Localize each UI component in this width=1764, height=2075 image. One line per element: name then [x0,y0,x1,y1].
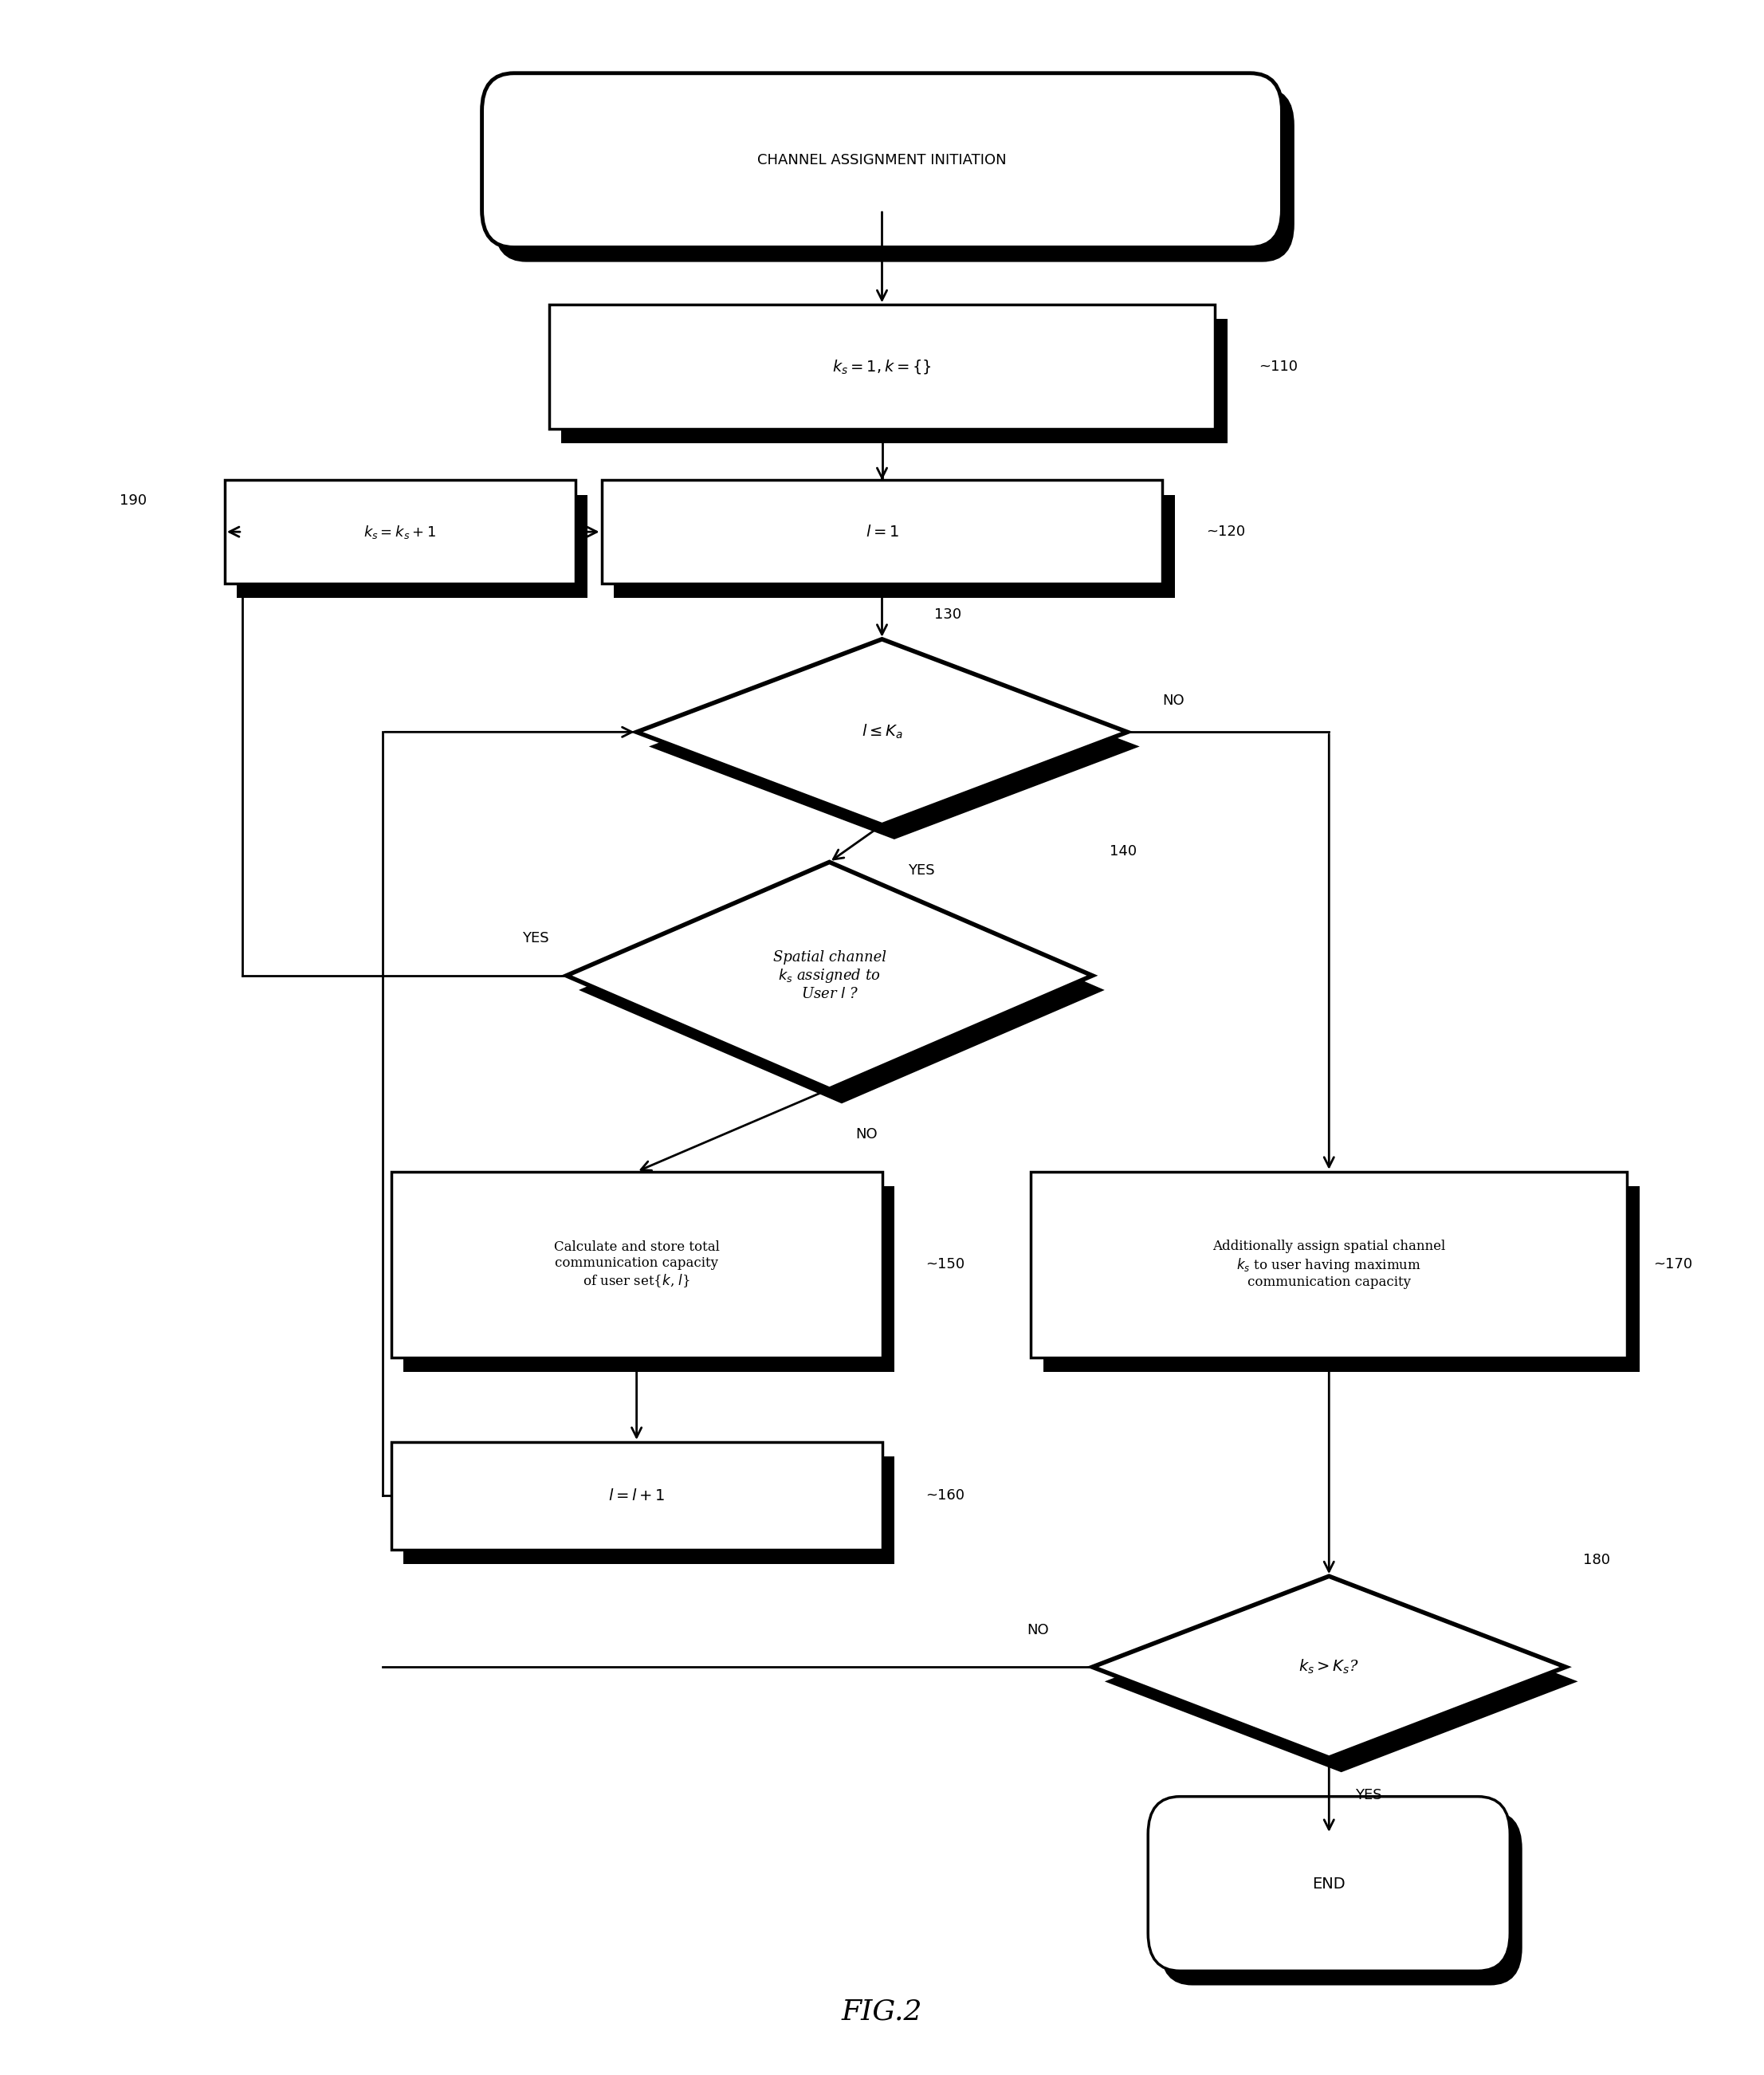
Text: NO: NO [1162,693,1184,708]
Text: YES: YES [1355,1789,1381,1801]
Text: YES: YES [522,932,549,946]
Polygon shape [236,494,587,598]
Text: ~150: ~150 [926,1257,965,1272]
Text: FIG.2: FIG.2 [841,1998,923,2025]
Polygon shape [1043,1187,1639,1372]
Text: Calculate and store total
communication capacity
of user set{$k$, $l$}: Calculate and store total communication … [554,1241,720,1289]
Text: YES: YES [908,863,935,878]
Text: ~170: ~170 [1653,1257,1692,1272]
Polygon shape [566,861,1092,1089]
Polygon shape [392,1442,882,1550]
Polygon shape [404,1187,894,1372]
Polygon shape [561,320,1228,444]
Text: 190: 190 [120,494,146,508]
Polygon shape [1030,1172,1626,1357]
Text: ~160: ~160 [926,1488,965,1502]
Polygon shape [579,876,1104,1104]
Text: 140: 140 [1110,845,1138,859]
Text: 130: 130 [935,608,961,622]
Polygon shape [224,479,575,583]
Polygon shape [614,494,1175,598]
Text: $k_s > K_s$?: $k_s > K_s$? [1298,1658,1360,1677]
Polygon shape [602,479,1162,583]
Text: Spatial channel
$k_s$ assigned to
User $l$ ?: Spatial channel $k_s$ assigned to User $… [773,950,886,1000]
Text: $l = l+1$: $l = l+1$ [609,1488,665,1502]
Polygon shape [1092,1577,1566,1758]
FancyBboxPatch shape [494,87,1295,261]
Text: END: END [1312,1876,1346,1890]
Polygon shape [404,1457,894,1565]
Text: $l =1$: $l =1$ [866,525,898,540]
Text: Additionally assign spatial channel
$k_s$ to user having maximum
communication c: Additionally assign spatial channel $k_s… [1212,1241,1445,1289]
Text: CHANNEL ASSIGNMENT INITIATION: CHANNEL ASSIGNMENT INITIATION [757,154,1007,168]
Text: $k_s =1, k=\{\}$: $k_s =1, k=\{\}$ [833,359,931,376]
FancyBboxPatch shape [1161,1811,1522,1986]
Polygon shape [549,305,1215,430]
Polygon shape [1104,1592,1579,1772]
FancyBboxPatch shape [482,73,1282,247]
Text: ~110: ~110 [1259,359,1298,374]
Text: ~120: ~120 [1207,525,1245,540]
Text: $k_s = k_s +1$: $k_s = k_s +1$ [363,523,436,540]
Text: NO: NO [1027,1623,1048,1637]
Polygon shape [649,654,1140,840]
Text: NO: NO [856,1127,878,1141]
Polygon shape [392,1172,882,1357]
Text: $l \leq K_a$: $l \leq K_a$ [861,724,903,741]
FancyBboxPatch shape [1148,1797,1510,1971]
Text: 180: 180 [1582,1552,1611,1567]
Polygon shape [637,639,1127,826]
